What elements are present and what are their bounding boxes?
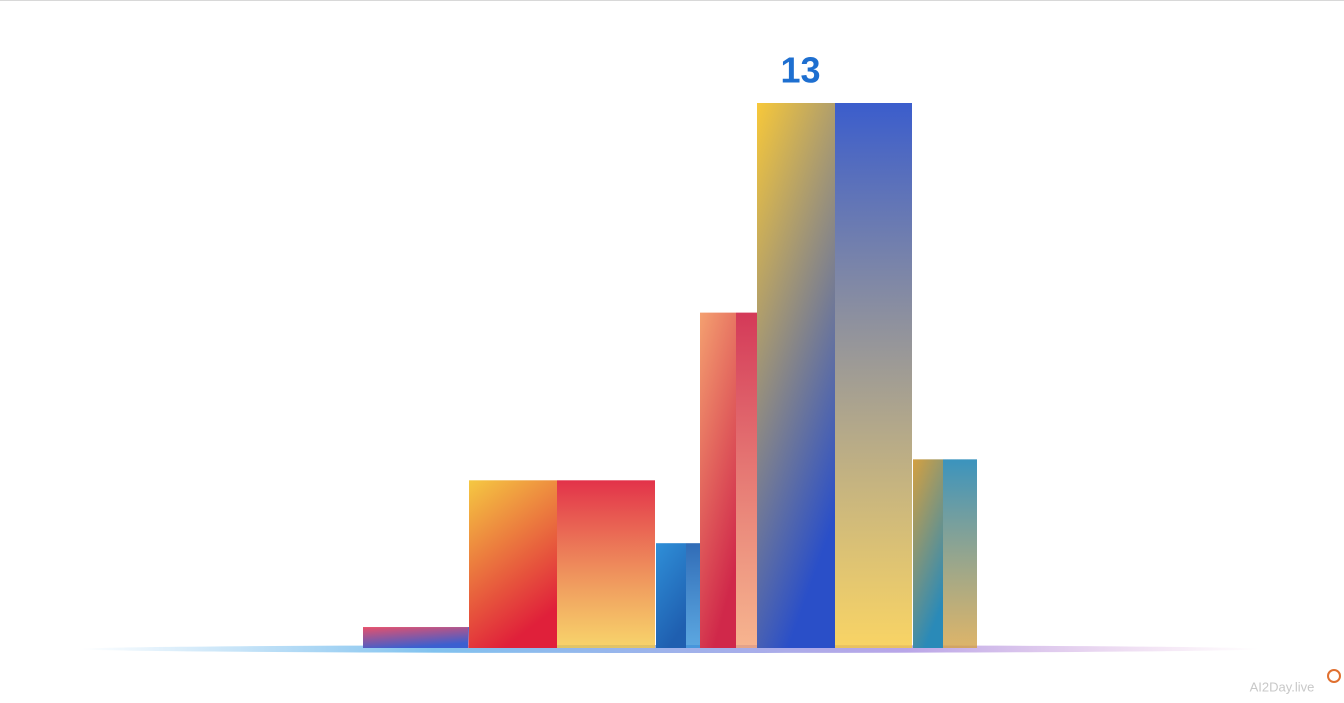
watermark-icon (1327, 669, 1341, 683)
bar (700, 312, 757, 648)
bar-front (656, 543, 686, 648)
bar-side (557, 480, 655, 648)
bar-front (757, 103, 835, 648)
bar-side (736, 312, 757, 648)
bar-front (469, 480, 557, 648)
watermark: AI2Day.live (1250, 679, 1315, 694)
bar (469, 480, 655, 648)
bar-front (700, 312, 736, 648)
bar-side (835, 103, 912, 648)
bar (913, 459, 977, 648)
bar-front (913, 459, 943, 648)
data-label: 13 (780, 50, 820, 91)
bar (757, 103, 912, 648)
bar-front (363, 627, 468, 648)
bar-side (943, 459, 977, 648)
